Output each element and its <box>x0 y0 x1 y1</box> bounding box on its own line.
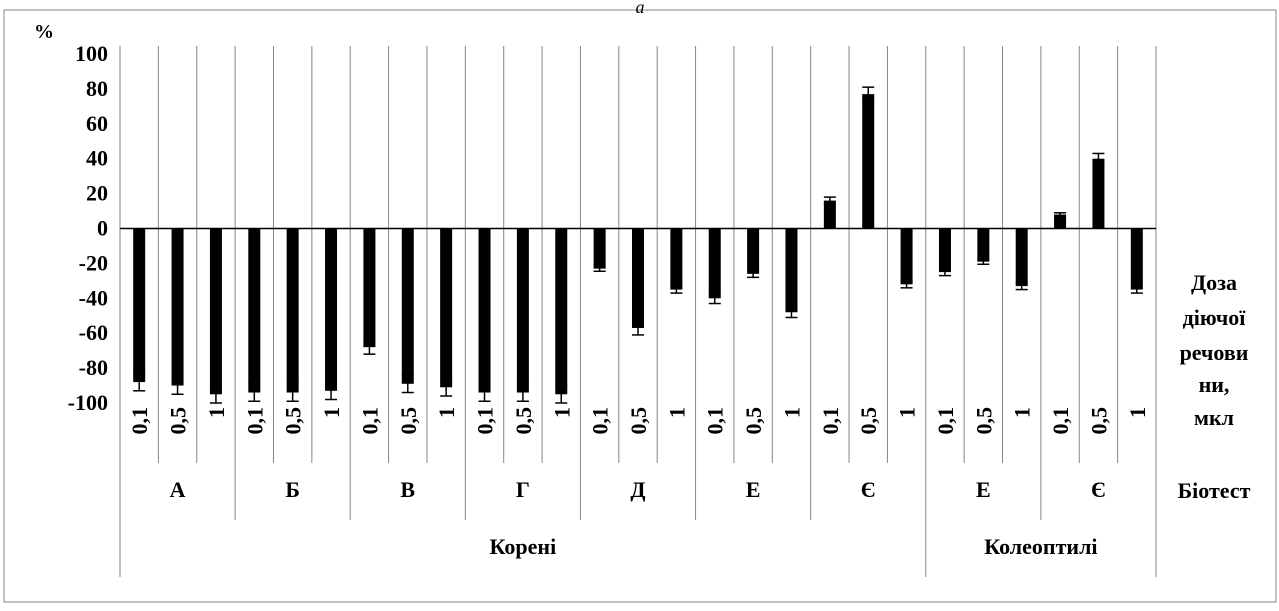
bar <box>363 228 376 348</box>
dose-label: 1 <box>664 407 689 418</box>
bar <box>440 228 453 388</box>
biotest-label: Біотест <box>1178 478 1251 503</box>
y-tick-label: 20 <box>86 181 108 206</box>
bar <box>785 228 798 313</box>
dose-label: 0,5 <box>166 407 191 435</box>
dose-label: 0,5 <box>281 407 306 435</box>
dose-label: 1 <box>434 407 459 418</box>
bar <box>555 228 568 395</box>
bar <box>632 228 644 328</box>
y-tick-label: 60 <box>86 111 108 136</box>
dose-label: 0,1 <box>703 407 728 435</box>
axis-title-line: мкл <box>1194 405 1234 430</box>
dose-label: 0,5 <box>971 407 996 435</box>
dose-label: 0,1 <box>933 407 958 435</box>
group-label: Г <box>516 477 530 502</box>
bar <box>823 200 836 229</box>
bar <box>516 228 529 393</box>
dose-label: 0,1 <box>1048 407 1073 435</box>
bar <box>1092 158 1105 229</box>
axis-title-line: ни, <box>1199 372 1230 397</box>
dose-label: 1 <box>549 407 574 418</box>
bar <box>209 228 222 395</box>
bar <box>900 228 913 285</box>
dose-label: 1 <box>895 407 920 418</box>
y-tick-label: 100 <box>75 41 108 66</box>
bar <box>1130 228 1143 290</box>
dose-label: 0,1 <box>473 407 498 435</box>
group-label: Д <box>630 477 645 502</box>
y-tick-label: -80 <box>79 355 108 380</box>
y-tick-label: 80 <box>86 76 108 101</box>
y-unit-label: % <box>34 21 54 43</box>
group-label: Е <box>976 477 991 502</box>
bar <box>670 228 683 290</box>
dose-label: 0,1 <box>127 407 152 435</box>
dose-label: 0,5 <box>396 407 421 435</box>
dose-label: 0,1 <box>242 407 267 435</box>
bar <box>747 228 760 274</box>
group-label: В <box>400 477 415 502</box>
dose-label: 0,1 <box>588 407 613 435</box>
dose-label: 1 <box>1010 407 1035 418</box>
axis-title-line: діючої <box>1183 305 1247 330</box>
y-tick-label: 0 <box>97 216 108 241</box>
y-tick-label: -40 <box>79 285 108 310</box>
dose-label: 0,5 <box>741 407 766 435</box>
dose-label: 0,1 <box>818 407 843 435</box>
y-tick-label: -60 <box>79 320 108 345</box>
dose-label: 1 <box>779 407 804 418</box>
dose-label: 0,5 <box>626 407 651 435</box>
bar <box>1054 214 1067 229</box>
bar <box>401 228 414 384</box>
bar <box>1015 228 1028 287</box>
y-tick-label: 40 <box>86 146 108 171</box>
dose-label: 0,5 <box>511 407 536 435</box>
axis-title-line: Доза <box>1191 270 1237 295</box>
bar <box>171 228 184 386</box>
bar <box>938 228 951 273</box>
dose-label: 1 <box>204 407 229 418</box>
organ-label: Колеоптилі <box>984 534 1097 559</box>
bar <box>708 228 721 299</box>
group-label: Б <box>285 477 300 502</box>
dose-label: 0,1 <box>357 407 382 435</box>
dose-label: 1 <box>319 407 344 418</box>
bar <box>862 94 875 229</box>
bar <box>133 228 146 383</box>
bar <box>478 228 491 393</box>
bar <box>286 228 299 393</box>
group-label: Є <box>861 477 876 502</box>
dose-label: 1 <box>1125 407 1150 418</box>
organ-label: Корені <box>490 534 557 559</box>
bar <box>248 228 261 393</box>
bar <box>977 228 990 262</box>
axis-title-line: речови <box>1180 340 1249 365</box>
chart-title: а <box>636 0 645 17</box>
chart-frame <box>3 9 1277 603</box>
bar <box>593 228 606 269</box>
dose-label: 0,5 <box>1086 407 1111 435</box>
y-tick-label: -20 <box>79 250 108 275</box>
dose-label: 0,5 <box>856 407 881 435</box>
group-label: Е <box>746 477 761 502</box>
y-tick-label: -100 <box>68 390 108 415</box>
bar <box>325 228 338 391</box>
group-label: А <box>170 477 186 502</box>
group-label: Є <box>1091 477 1106 502</box>
